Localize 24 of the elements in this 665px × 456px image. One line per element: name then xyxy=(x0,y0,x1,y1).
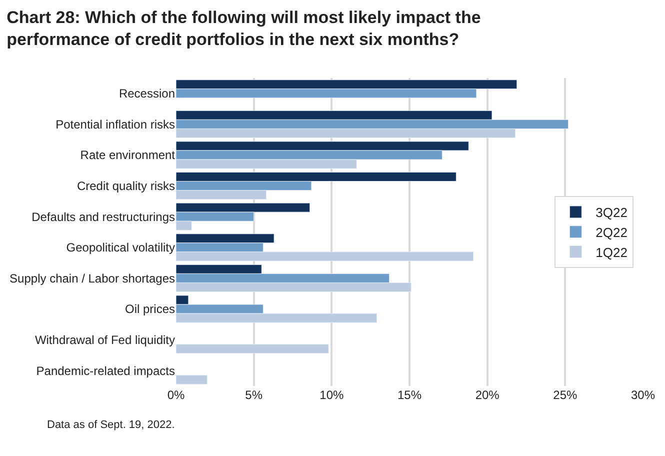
y-tick-label: Supply chain / Labor shortages xyxy=(10,271,175,286)
x-tick-label: 20% xyxy=(475,388,500,402)
y-tick-label: Credit quality risks xyxy=(76,179,175,193)
y-tick-label: Geopolitical volatility xyxy=(66,240,175,255)
legend-label: 2Q22 xyxy=(596,224,628,240)
x-tick-label: 10% xyxy=(320,388,344,402)
x-tick-label: 5% xyxy=(245,388,263,402)
chart-title: Chart 28: Which of the following will most likely impact the performance of credit portfolios in the next six months? xyxy=(6,8,481,49)
x-tick-label: 15% xyxy=(397,388,422,402)
x-tick-label: 0% xyxy=(167,388,185,402)
x-tick-label: 30% xyxy=(630,388,656,402)
y-tick-label: Withdrawal of Fed liquidity xyxy=(34,333,175,347)
y-tick-label: Oil prices xyxy=(124,302,175,316)
text: Data as of Sept. 19, 2022. xyxy=(47,419,175,431)
bar xyxy=(176,344,329,354)
y-tick-label: Recession xyxy=(118,86,175,101)
y-tick-label: Defaults and restructurings xyxy=(32,210,175,224)
bar xyxy=(176,374,208,384)
y-tick-label: Potential inflation risks xyxy=(56,117,175,132)
legend-label: 1Q22 xyxy=(596,244,628,260)
y-tick-label: Rate environment xyxy=(80,148,176,162)
x-tick-label: 25% xyxy=(553,388,578,402)
y-tick-label: Pandemic-related impacts xyxy=(36,364,175,378)
legend-label: 3Q22 xyxy=(596,205,628,220)
